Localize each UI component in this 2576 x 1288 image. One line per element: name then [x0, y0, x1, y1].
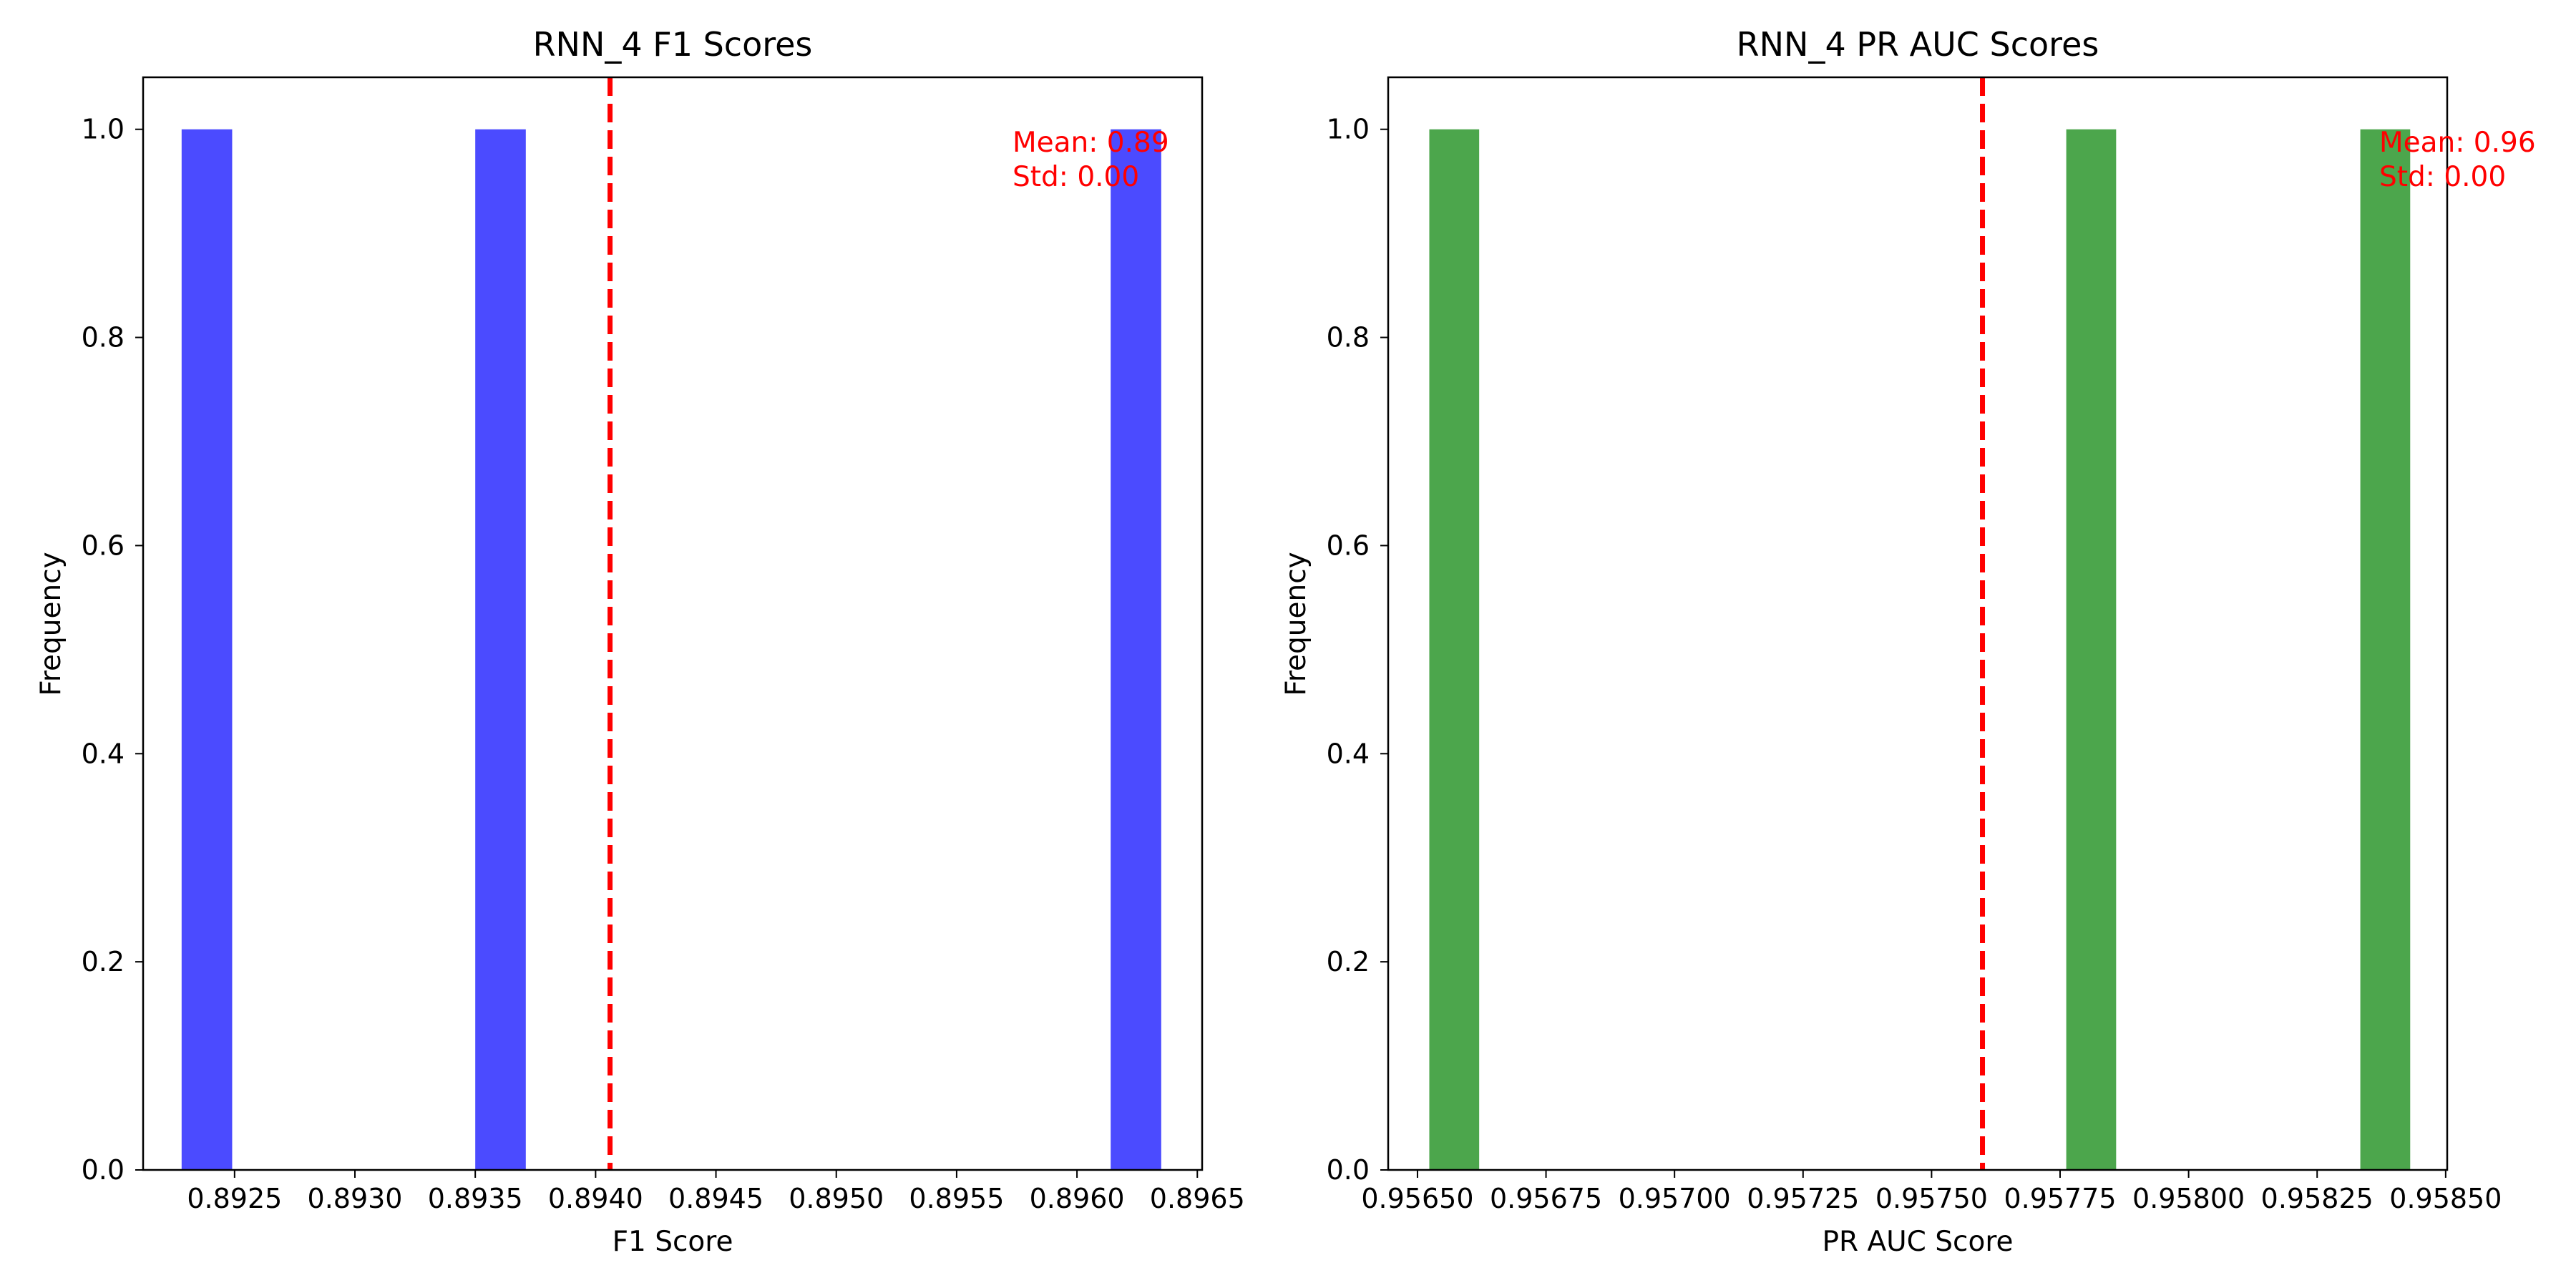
prauc-annotation-line-1: Std: 0.00	[2379, 161, 2506, 193]
f1-x-tick-label-2: 0.8935	[428, 1183, 523, 1214]
f1-y-axis-label: Frequency	[35, 552, 67, 696]
prauc-x-tick-label-6: 0.95800	[2132, 1183, 2245, 1214]
f1-x-axis-label: F1 Score	[613, 1226, 733, 1258]
prauc-y-tick-label-3: 0.6	[1327, 530, 1370, 561]
f1-x-tick-label-0: 0.8925	[187, 1183, 282, 1214]
f1-x-tick-label-4: 0.8945	[668, 1183, 763, 1214]
prauc-x-tick-label-0: 0.95650	[1361, 1183, 1473, 1214]
prauc-chart-title: RNN_4 PR AUC Scores	[1737, 25, 2099, 64]
f1-x-tick-label-5: 0.8950	[789, 1183, 884, 1214]
prauc-x-tick-label-7: 0.95825	[2261, 1183, 2373, 1214]
f1-y-tick-label-2: 0.4	[82, 738, 125, 769]
prauc-y-axis: 0.0 0.2 0.4 0.6 0.8 1.0	[1327, 114, 1388, 1186]
prauc-x-tick-label-3: 0.95725	[1747, 1183, 1859, 1214]
f1-chart: 0.8925 0.8930 0.8935 0.8940 0.8945 0.8950 0.89…	[35, 25, 1245, 1258]
f1-x-tick-label-8: 0.8965	[1150, 1183, 1245, 1214]
f1-y-tick-label-5: 1.0	[82, 114, 125, 145]
prauc-x-tick-label-5: 0.95775	[2004, 1183, 2116, 1214]
f1-x-tick-label-6: 0.8955	[909, 1183, 1004, 1214]
f1-bar-1	[475, 129, 526, 1171]
f1-bars-layer	[181, 129, 1161, 1171]
f1-x-tick-label-3: 0.8940	[548, 1183, 643, 1214]
f1-x-axis: 0.8925 0.8930 0.8935 0.8940 0.8945 0.8950 0.89…	[187, 1170, 1245, 1214]
f1-y-axis: 0.0 0.2 0.4 0.6 0.8 1.0	[82, 114, 143, 1186]
prauc-annotation-line-0: Mean: 0.96	[2379, 127, 2536, 159]
f1-y-tick-label-0: 0.0	[82, 1154, 125, 1186]
prauc-x-axis: 0.95650 0.95675 0.95700 0.95725 0.95750 0.957…	[1361, 1170, 2502, 1214]
f1-chart-title: RNN_4 F1 Scores	[533, 25, 813, 64]
prauc-bars-layer	[1429, 129, 2411, 1171]
prauc-chart: 0.95650 0.95675 0.95700 0.95725 0.95750 0.957…	[1280, 25, 2536, 1258]
f1-x-tick-label-1: 0.8930	[308, 1183, 403, 1214]
f1-y-tick-label-3: 0.6	[82, 530, 125, 561]
f1-bar-0	[181, 129, 233, 1171]
prauc-bar-0	[1429, 129, 1480, 1171]
f1-plot-frame	[142, 76, 1204, 1171]
prauc-y-tick-label-1: 0.2	[1327, 946, 1370, 977]
prauc-bar-1	[2066, 129, 2117, 1171]
prauc-x-axis-label: PR AUC Score	[1822, 1226, 2013, 1258]
prauc-y-axis-label: Frequency	[1280, 552, 1312, 696]
f1-annotation-line-1: Std: 0.00	[1013, 161, 1139, 193]
f1-y-tick-label-4: 0.8	[82, 322, 125, 353]
f1-bar-2	[1111, 129, 1161, 1171]
prauc-y-tick-label-0: 0.0	[1327, 1154, 1370, 1186]
f1-annotation-line-0: Mean: 0.89	[1013, 127, 1169, 159]
prauc-x-tick-label-2: 0.95700	[1619, 1183, 1731, 1214]
prauc-plot-frame	[1387, 76, 2449, 1171]
prauc-x-tick-label-1: 0.95675	[1490, 1183, 1602, 1214]
prauc-y-tick-label-5: 1.0	[1327, 114, 1370, 145]
prauc-bar-2	[2360, 129, 2411, 1171]
prauc-x-tick-label-8: 0.95850	[2389, 1183, 2502, 1214]
f1-y-tick-label-1: 0.2	[82, 946, 125, 977]
prauc-x-tick-label-4: 0.95750	[1875, 1183, 1988, 1214]
f1-x-tick-label-7: 0.8960	[1030, 1183, 1125, 1214]
prauc-y-tick-label-2: 0.4	[1327, 738, 1370, 769]
prauc-y-tick-label-4: 0.8	[1327, 322, 1370, 353]
